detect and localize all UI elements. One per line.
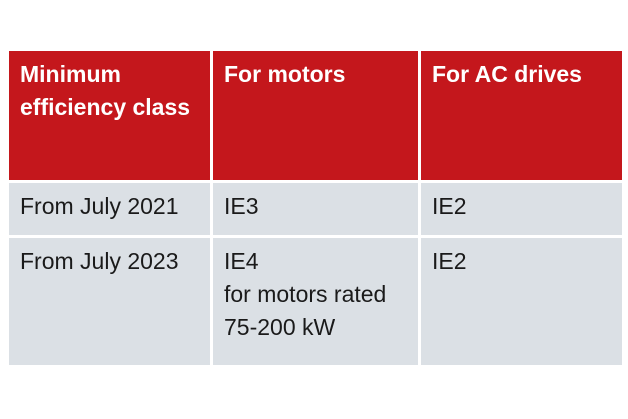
cell-ac-drives-class-2023: IE2 xyxy=(421,238,622,365)
header-cell-minimum-efficiency-class: Minimum efficiency class xyxy=(9,51,210,180)
efficiency-class-table: Minimum efficiency class For motors For … xyxy=(9,51,622,365)
cell-effective-date-2023: From July 2023 xyxy=(9,238,210,365)
header-cell-for-ac-drives: For AC drives xyxy=(421,51,622,180)
cell-motors-class-2021: IE3 xyxy=(213,183,418,235)
header-cell-for-motors: For motors xyxy=(213,51,418,180)
cell-effective-date-2021: From July 2021 xyxy=(9,183,210,235)
cell-ac-drives-class-2021: IE2 xyxy=(421,183,622,235)
cell-motors-class-2023: IE4 for motors rated 75-200 kW xyxy=(213,238,418,365)
